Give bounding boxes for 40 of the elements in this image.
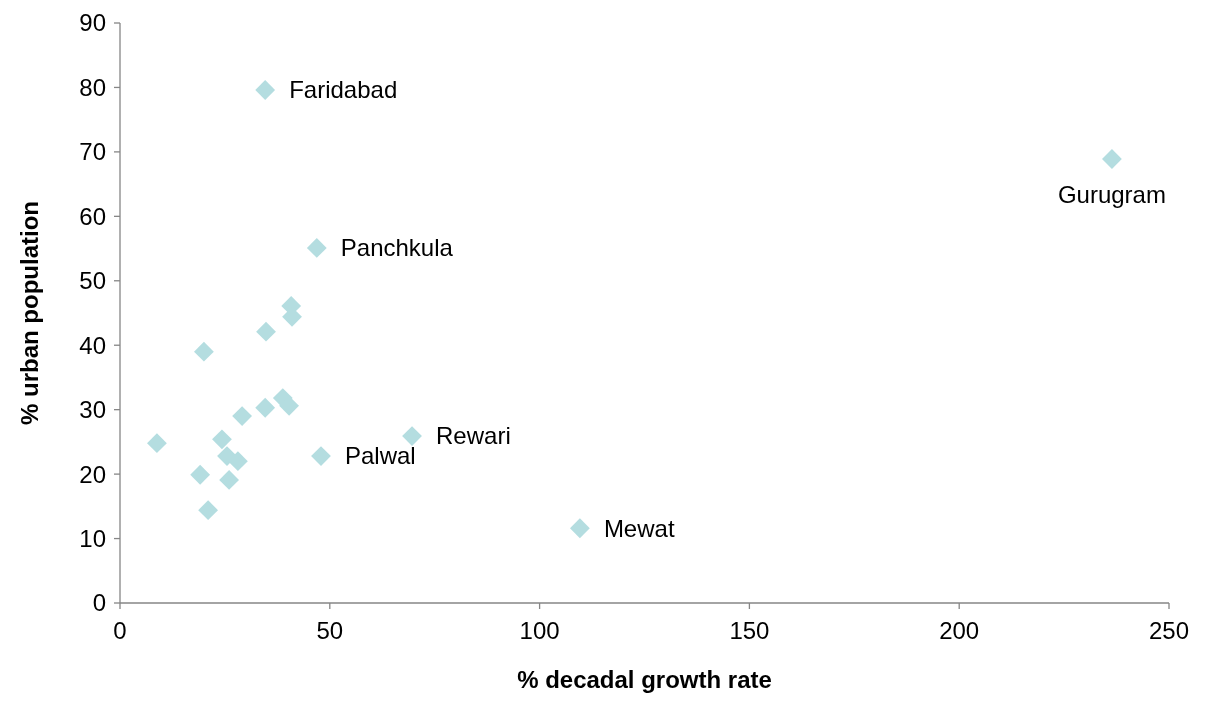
point [255, 80, 276, 100]
x-tick-label: 200 [939, 617, 980, 644]
annotation: Panchkula [340, 234, 454, 262]
x-tick-label: 100 [519, 617, 560, 644]
point [198, 500, 219, 521]
annotation: Palwal [344, 442, 416, 470]
annotation: Rewari [436, 422, 511, 450]
x-tick-label: 250 [1148, 617, 1190, 644]
y-tick-label: 20 [79, 460, 106, 488]
point [1102, 149, 1122, 169]
point [402, 426, 422, 446]
x-tick-label: 0 [113, 617, 127, 644]
point [190, 464, 211, 485]
point [311, 446, 331, 466]
point [255, 397, 276, 418]
point [194, 341, 214, 362]
point [569, 518, 590, 539]
point [147, 433, 167, 454]
y-tick-label: 70 [79, 138, 106, 166]
point [219, 470, 239, 490]
point [212, 429, 232, 450]
y-tick-label: 10 [79, 524, 106, 552]
x-tick-label: 50 [316, 617, 344, 644]
annotation: Faridabad [289, 76, 398, 104]
annotation: Gurugram [1057, 180, 1166, 208]
point [306, 238, 327, 258]
y-tick-label: 80 [79, 73, 106, 101]
annotation: Mewat [603, 514, 675, 542]
y-tick-label: 50 [79, 267, 106, 295]
point [232, 406, 252, 427]
y-tick-label: 90 [79, 9, 106, 37]
y-tick-label: 40 [79, 331, 106, 359]
point [228, 451, 248, 472]
x-tick-label: 150 [729, 617, 770, 644]
y-tick-label: 60 [79, 202, 106, 230]
y-tick-label: 30 [79, 396, 106, 424]
point [256, 321, 276, 342]
y-tick-label: 0 [92, 589, 106, 617]
x-axis-title: % decadal growth rate [517, 666, 772, 693]
y-axis-title: % urban population [16, 201, 43, 425]
